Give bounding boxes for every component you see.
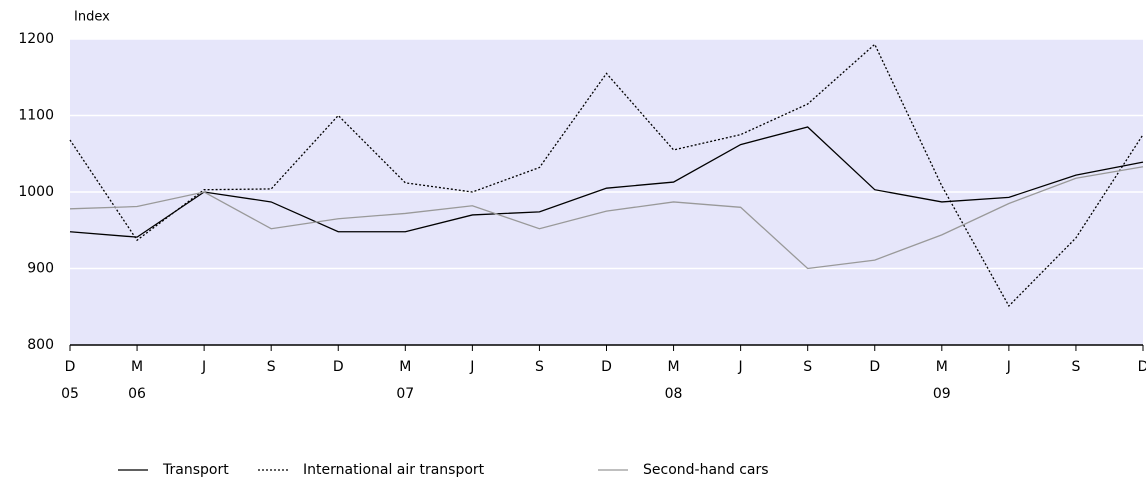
- x-tick-label: D: [869, 359, 880, 375]
- y-tick-label: 800: [27, 337, 54, 353]
- x-tick-label: M: [936, 359, 948, 375]
- x-tick-label: S: [803, 359, 812, 375]
- x-tick-label: M: [668, 359, 680, 375]
- y-tick-label: 900: [27, 261, 54, 277]
- y-tick-label: 1000: [18, 184, 54, 200]
- x-group-label: 05: [61, 386, 79, 402]
- x-tick-label: S: [267, 359, 276, 375]
- x-tick-label: D: [65, 359, 76, 375]
- legend-label: International air transport: [303, 462, 485, 478]
- y-axis-label: Index: [74, 10, 110, 25]
- legend-label: Second-hand cars: [643, 462, 769, 478]
- x-tick-label: D: [1138, 359, 1146, 375]
- x-tick-label: M: [131, 359, 143, 375]
- x-tick-label: J: [469, 359, 474, 375]
- series-line: [69, 166, 1144, 270]
- x-tick-label: J: [1006, 359, 1011, 375]
- x-group-label: 06: [128, 386, 146, 402]
- x-tick-label: J: [201, 359, 206, 375]
- x-tick-label: M: [399, 359, 411, 375]
- y-tick-label: 1100: [18, 108, 54, 124]
- x-tick-label: S: [535, 359, 544, 375]
- series-line: [69, 126, 1144, 238]
- x-group-label: 08: [665, 386, 683, 402]
- x-tick-label: D: [601, 359, 612, 375]
- x-tick-label: S: [1071, 359, 1080, 375]
- x-tick-label: J: [738, 359, 743, 375]
- series-line: [69, 43, 1144, 308]
- legend-label: Transport: [162, 462, 229, 478]
- x-tick-label: D: [333, 359, 344, 375]
- y-tick-label: 1200: [18, 31, 54, 47]
- x-group-label: 09: [933, 386, 951, 402]
- x-group-label: 07: [396, 386, 414, 402]
